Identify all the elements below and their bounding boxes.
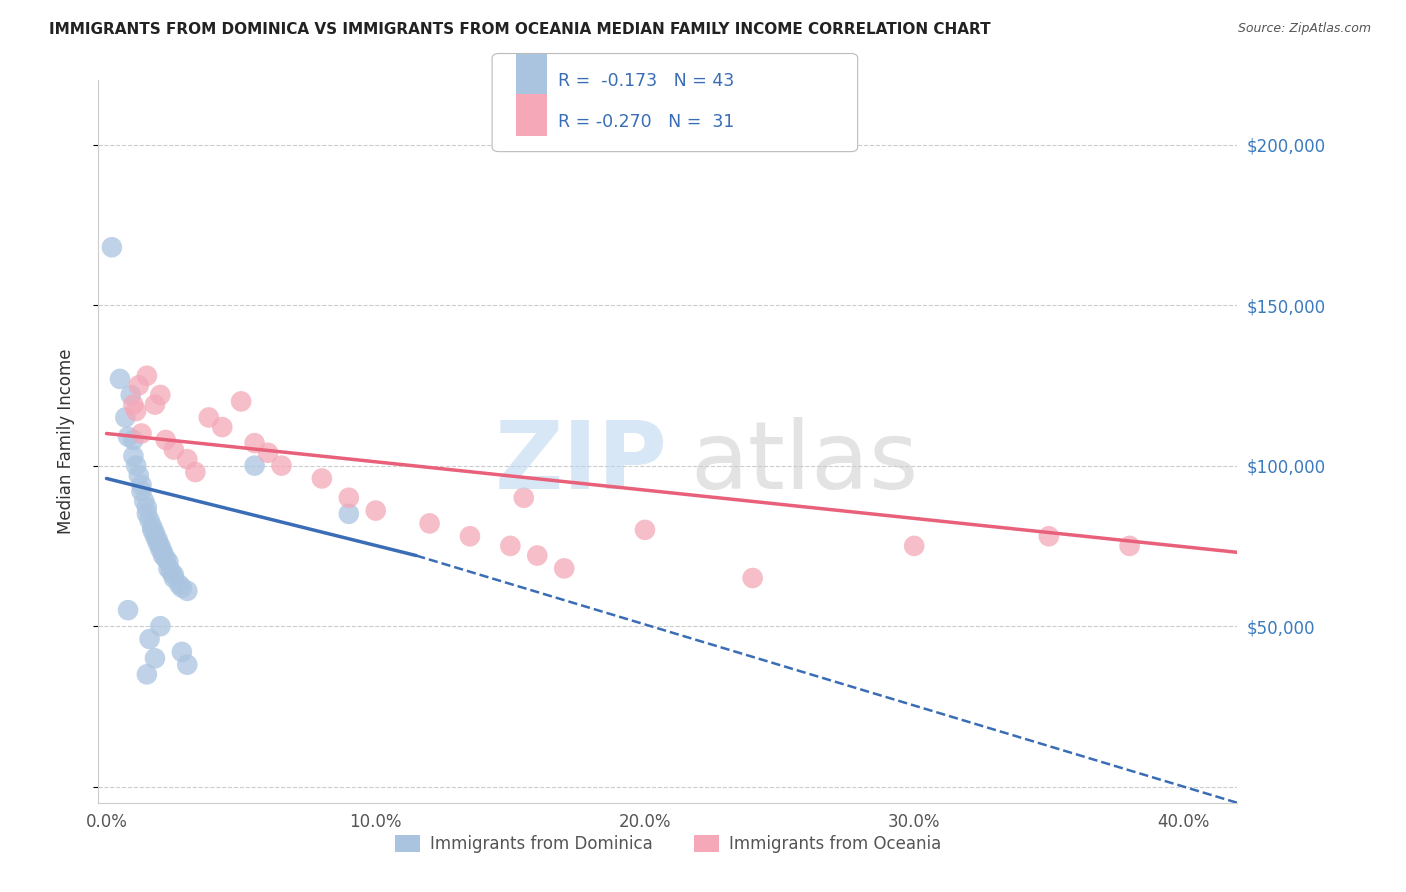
Point — [1118, 539, 1140, 553]
Point — [146, 533, 169, 547]
Point — [135, 507, 157, 521]
Point — [157, 555, 180, 569]
Point — [122, 433, 145, 447]
Point — [141, 519, 163, 533]
Text: R =  -0.173   N = 43: R = -0.173 N = 43 — [558, 72, 734, 90]
Point — [122, 398, 145, 412]
Y-axis label: Median Family Income: Median Family Income — [56, 349, 75, 534]
Point — [125, 404, 148, 418]
Text: atlas: atlas — [690, 417, 920, 509]
Point — [176, 452, 198, 467]
Point — [128, 378, 150, 392]
Point — [198, 410, 221, 425]
Point — [229, 394, 252, 409]
Point — [163, 442, 186, 457]
Point — [513, 491, 536, 505]
Point — [270, 458, 292, 473]
Point — [499, 539, 522, 553]
Point — [101, 240, 124, 254]
Point — [131, 426, 153, 441]
Point — [741, 571, 763, 585]
Point — [141, 523, 163, 537]
Point — [146, 535, 169, 549]
Point — [143, 526, 166, 541]
Point — [135, 500, 157, 515]
Point — [138, 513, 160, 527]
Point — [419, 516, 441, 531]
Point — [143, 529, 166, 543]
Point — [149, 619, 172, 633]
Point — [458, 529, 481, 543]
Legend: Immigrants from Dominica, Immigrants from Oceania: Immigrants from Dominica, Immigrants fro… — [388, 828, 948, 860]
Point — [176, 657, 198, 672]
Point — [122, 449, 145, 463]
Text: ZIP: ZIP — [495, 417, 668, 509]
Point — [176, 583, 198, 598]
Point — [257, 446, 280, 460]
Point — [114, 410, 136, 425]
Point — [170, 645, 193, 659]
Point — [131, 478, 153, 492]
Point — [167, 577, 190, 591]
Point — [526, 549, 548, 563]
Point — [135, 667, 157, 681]
Point — [143, 651, 166, 665]
Point — [170, 581, 193, 595]
Point — [243, 458, 266, 473]
Point — [211, 420, 233, 434]
Point — [157, 561, 180, 575]
Point — [152, 545, 174, 559]
Point — [311, 471, 333, 485]
Point — [364, 503, 387, 517]
Point — [155, 551, 177, 566]
Point — [135, 368, 157, 383]
Point — [117, 430, 139, 444]
Point — [163, 567, 186, 582]
Point — [337, 491, 360, 505]
Point — [149, 388, 172, 402]
Point — [155, 433, 177, 447]
Point — [149, 539, 172, 553]
Point — [149, 542, 172, 557]
Point — [117, 603, 139, 617]
Text: R = -0.270   N =  31: R = -0.270 N = 31 — [558, 113, 734, 131]
Point — [184, 465, 207, 479]
Point — [553, 561, 575, 575]
Point — [903, 539, 925, 553]
Point — [108, 372, 131, 386]
Point — [163, 571, 186, 585]
Point — [138, 632, 160, 646]
Point — [143, 398, 166, 412]
Text: Source: ZipAtlas.com: Source: ZipAtlas.com — [1237, 22, 1371, 36]
Point — [125, 458, 148, 473]
Point — [134, 494, 156, 508]
Text: IMMIGRANTS FROM DOMINICA VS IMMIGRANTS FROM OCEANIA MEDIAN FAMILY INCOME CORRELA: IMMIGRANTS FROM DOMINICA VS IMMIGRANTS F… — [49, 22, 991, 37]
Point — [160, 565, 183, 579]
Point — [152, 549, 174, 563]
Point — [131, 484, 153, 499]
Point — [634, 523, 657, 537]
Point — [128, 468, 150, 483]
Point — [337, 507, 360, 521]
Point — [243, 436, 266, 450]
Point — [1038, 529, 1060, 543]
Point — [120, 388, 142, 402]
